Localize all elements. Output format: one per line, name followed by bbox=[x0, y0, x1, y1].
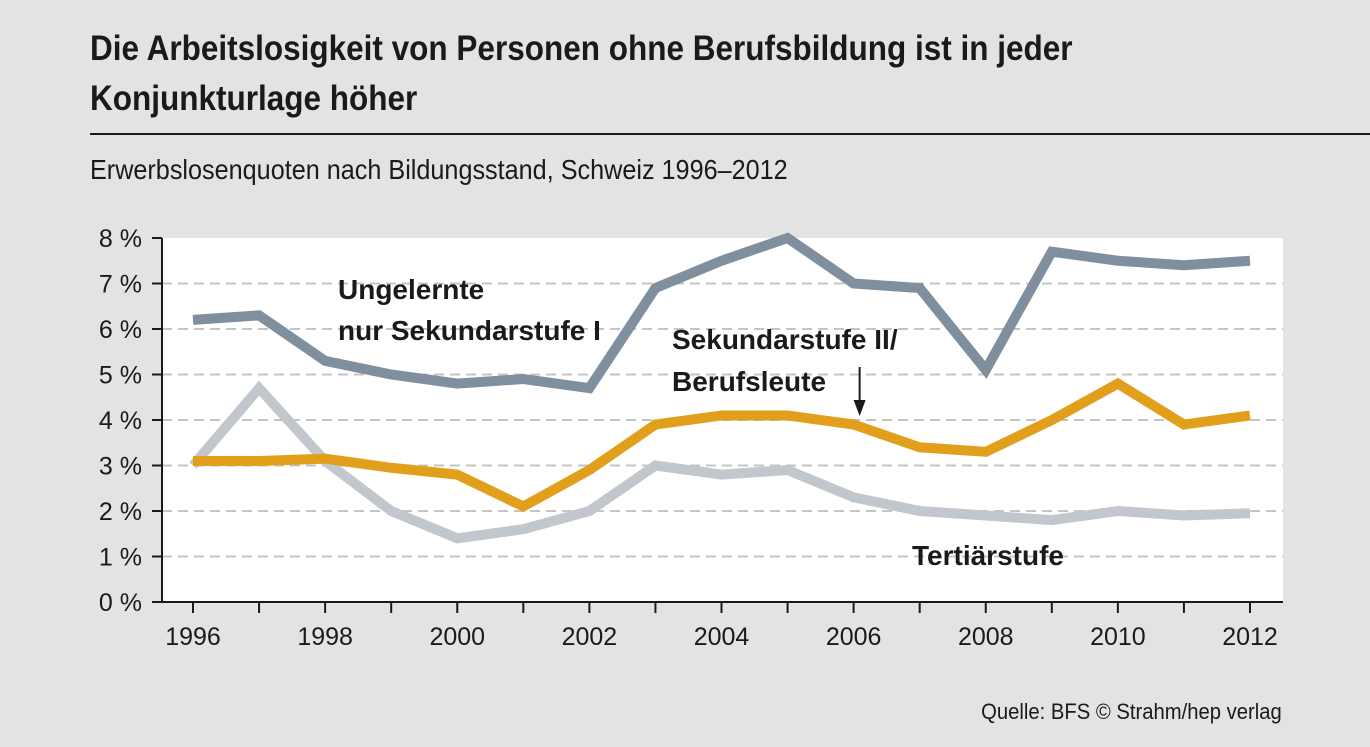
chart-title-line-1: Die Arbeitslosigkeit von Personen ohne B… bbox=[90, 29, 1073, 68]
series-lines bbox=[189, 232, 1251, 544]
x-tick-label: 2002 bbox=[562, 623, 618, 651]
x-tick-label: 2004 bbox=[694, 623, 750, 651]
source-credit: Quelle: BFS © Strahm/hep verlag bbox=[981, 699, 1282, 724]
y-tick-label: 3 % bbox=[99, 453, 142, 481]
series-label-2: Sekundarstufe II/ bbox=[672, 324, 898, 355]
x-tick-label: 1998 bbox=[297, 623, 353, 651]
y-tick-label: 2 % bbox=[99, 498, 142, 526]
y-tick-label: 0 % bbox=[99, 589, 142, 617]
series-label-1: Ungelernte bbox=[338, 274, 484, 305]
series-label-2: Berufsleute bbox=[672, 366, 826, 397]
y-tick-label: 5 % bbox=[99, 362, 142, 390]
x-tick-label: 2012 bbox=[1222, 623, 1278, 651]
series-labels: Ungelernte nur Sekundarstufe I Sekundarstu… bbox=[338, 274, 1064, 571]
series-line-1 bbox=[192, 232, 1251, 394]
series-line-3 bbox=[189, 380, 1251, 544]
x-tick-label: 2008 bbox=[958, 623, 1014, 651]
chart-title-line-2: Konjunkturlage höher bbox=[90, 79, 418, 118]
y-tick-label: 8 % bbox=[99, 225, 142, 253]
x-tick-label: 2010 bbox=[1090, 623, 1146, 651]
x-axis-ticks: 1996 1998 2000 2002 2004 2006 2008 2010 2012 bbox=[165, 602, 1278, 651]
y-tick-label: 1 % bbox=[99, 544, 142, 572]
chart-subtitle: Erwerbslosenquoten nach Bildungsstand, S… bbox=[90, 154, 788, 185]
x-tick-label: 1996 bbox=[165, 623, 221, 651]
y-tick-label: 4 % bbox=[99, 407, 142, 435]
series-label-3: Tertiärstufe bbox=[912, 540, 1064, 571]
series-line-2 bbox=[193, 377, 1251, 513]
y-axis-ticks: 0 % 1 % 2 % 3 % 4 % 5 % 6 % 7 % 8 % bbox=[99, 225, 162, 617]
x-tick-label: 2006 bbox=[826, 623, 882, 651]
y-tick-label: 7 % bbox=[99, 271, 142, 299]
chart-title: Die Arbeitslosigkeit von Personen ohne B… bbox=[90, 24, 1152, 124]
series-label-1: nur Sekundarstufe I bbox=[338, 315, 601, 346]
annotation-arrow-head bbox=[853, 400, 866, 416]
title-divider bbox=[90, 133, 1370, 135]
y-tick-label: 6 % bbox=[99, 316, 142, 344]
x-tick-label: 2000 bbox=[429, 623, 485, 651]
